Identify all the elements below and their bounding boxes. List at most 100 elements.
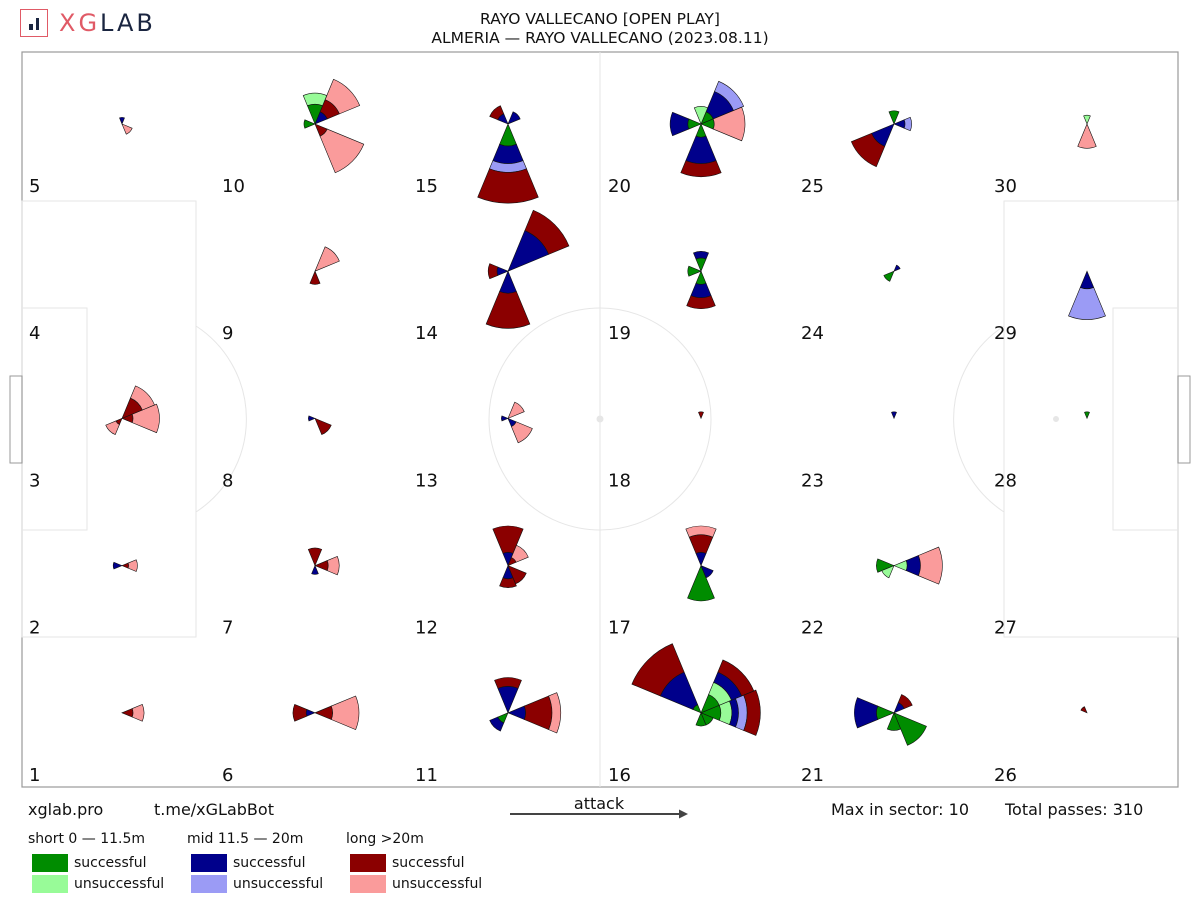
zone-rose-9 bbox=[309, 246, 340, 285]
right-penalty-area bbox=[1003, 200, 1179, 638]
zone-rose-5 bbox=[119, 117, 133, 135]
rose-sector-s-long-success bbox=[477, 168, 539, 204]
rose-sector-e-short-fail bbox=[893, 560, 908, 572]
rose-sector-s-long-fail bbox=[1077, 123, 1097, 149]
total-passes: Total passes: 310 bbox=[1005, 800, 1144, 819]
rose-sector-w-short-success bbox=[687, 265, 702, 277]
zone-label: 5 bbox=[29, 176, 40, 197]
right-goal-area bbox=[1112, 307, 1179, 531]
zone-rose-29 bbox=[1068, 270, 1106, 320]
zone-label: 22 bbox=[801, 618, 824, 639]
zone-label: 26 bbox=[994, 765, 1017, 786]
zone-rose-24 bbox=[883, 264, 901, 282]
zone-label: 2 bbox=[29, 618, 40, 639]
legend-short: short 0 — 11.5m successful unsuccessful bbox=[28, 831, 164, 894]
legend-item-short-successful: successful bbox=[28, 852, 164, 873]
attack-arrow bbox=[510, 809, 688, 819]
rose-sector-e-long-fail bbox=[131, 703, 145, 722]
legend-swatch bbox=[350, 853, 386, 872]
rose-sector-e-long-fail bbox=[330, 695, 360, 731]
right-goal bbox=[1177, 375, 1191, 464]
zone-rose-19 bbox=[686, 251, 716, 309]
rose-sector-ne-long-fail bbox=[324, 78, 361, 115]
rose-sector-s-short-success bbox=[695, 270, 707, 285]
rose-sector-s-short-success bbox=[695, 123, 707, 138]
rose-sector-e-long-success bbox=[314, 560, 329, 572]
rose-sector-e-mid-success bbox=[507, 705, 526, 720]
zone-label: 13 bbox=[415, 470, 438, 491]
site-link[interactable]: xglab.pro bbox=[28, 800, 104, 819]
rose-sector-e-long-fail bbox=[548, 692, 562, 734]
zone-rose-22 bbox=[876, 546, 943, 585]
right-penalty-arc bbox=[953, 325, 1005, 513]
left-penalty-area bbox=[21, 200, 197, 638]
zone-rose-11 bbox=[489, 677, 562, 734]
left-penalty-arc bbox=[195, 325, 247, 513]
rose-sector-s-long-success bbox=[499, 577, 517, 588]
zone-label: 10 bbox=[222, 176, 245, 197]
bot-link[interactable]: t.me/xGLabBot bbox=[154, 800, 274, 819]
zone-rose-30 bbox=[1077, 114, 1097, 149]
title-team: RAYO VALLECANO [OPEN PLAY] bbox=[480, 10, 720, 28]
legend-swatch bbox=[350, 874, 386, 893]
rose-sector-s-short-success bbox=[886, 712, 902, 731]
rose-sector-e-long-success bbox=[121, 562, 129, 569]
rose-sector-w-long-success bbox=[487, 263, 499, 280]
zone-rose-18 bbox=[698, 411, 704, 420]
rose-sector-s-long-success bbox=[485, 291, 531, 329]
zone-label: 16 bbox=[608, 765, 631, 786]
rose-sector-e-long-success bbox=[314, 705, 333, 720]
rose-sector-n-mid-success bbox=[119, 117, 125, 125]
rose-sector-e-mid-fail bbox=[903, 116, 912, 132]
zone-rose-12 bbox=[492, 525, 529, 588]
zone-label: 9 bbox=[222, 323, 233, 344]
zone-rose-14 bbox=[485, 209, 570, 329]
zone-label: 11 bbox=[415, 765, 438, 786]
rose-sector-w-short-success bbox=[876, 705, 895, 720]
rose-sector-n-mid-success bbox=[891, 411, 897, 420]
rose-sector-se-long-fail bbox=[121, 123, 133, 135]
legend-item-long-unsuccessful: unsuccessful bbox=[346, 873, 482, 894]
rose-sector-se-long-success bbox=[314, 417, 332, 436]
rose-sector-sw-short-fail bbox=[881, 565, 895, 579]
rose-sector-s-short-success bbox=[687, 564, 715, 602]
rose-sector-n-short-fail bbox=[1083, 114, 1091, 125]
rose-sector-se-long-fail bbox=[510, 421, 533, 444]
rose-sector-n-mid-success bbox=[695, 552, 707, 567]
attack-label: attack bbox=[573, 794, 625, 813]
legend-swatch bbox=[32, 874, 68, 893]
rose-sector-n-short-success bbox=[888, 110, 900, 125]
legend-title-short: short 0 — 11.5m bbox=[28, 831, 146, 847]
rose-sector-ne-mid-success bbox=[893, 264, 901, 272]
bar-chart-icon bbox=[20, 9, 48, 37]
rose-sector-sw-short-success bbox=[883, 270, 895, 282]
rose-sector-w-short-success bbox=[687, 118, 702, 130]
centre-circle bbox=[488, 307, 712, 531]
rose-sector-n-short-success bbox=[695, 257, 707, 272]
zone-label: 14 bbox=[415, 323, 438, 344]
rose-sector-ne-long-success bbox=[717, 659, 755, 697]
zone-label: 18 bbox=[608, 470, 631, 491]
rose-sector-ne-long-fail bbox=[510, 544, 529, 563]
rose-sector-ne-long-fail bbox=[507, 401, 525, 419]
zone-label: 29 bbox=[994, 323, 1017, 344]
legend-mid: mid 11.5 — 20m successful unsuccessful bbox=[187, 831, 323, 894]
rose-sector-s-mid-success bbox=[685, 135, 717, 164]
rose-sector-se-short-success bbox=[700, 712, 714, 726]
rose-sector-w-short-success bbox=[876, 558, 895, 573]
rose-sector-w-mid-success bbox=[501, 415, 509, 422]
legend-item-long-successful: successful bbox=[346, 852, 482, 873]
zone-label: 4 bbox=[29, 323, 40, 344]
rose-sector-se-long-success bbox=[507, 565, 527, 585]
rose-sector-ne-long-success bbox=[897, 694, 913, 709]
rose-sector-n-long-success bbox=[494, 677, 522, 689]
zone-rose-13 bbox=[501, 401, 533, 444]
zone-label: 8 bbox=[222, 470, 233, 491]
zone-label: 24 bbox=[801, 323, 824, 344]
zone-rose-17 bbox=[685, 525, 717, 602]
rose-sector-ne-long-success bbox=[524, 209, 570, 255]
rose-sector-s-mid-success bbox=[311, 564, 319, 575]
legend-item-mid-successful: successful bbox=[187, 852, 323, 873]
zone-rose-20 bbox=[669, 80, 746, 178]
